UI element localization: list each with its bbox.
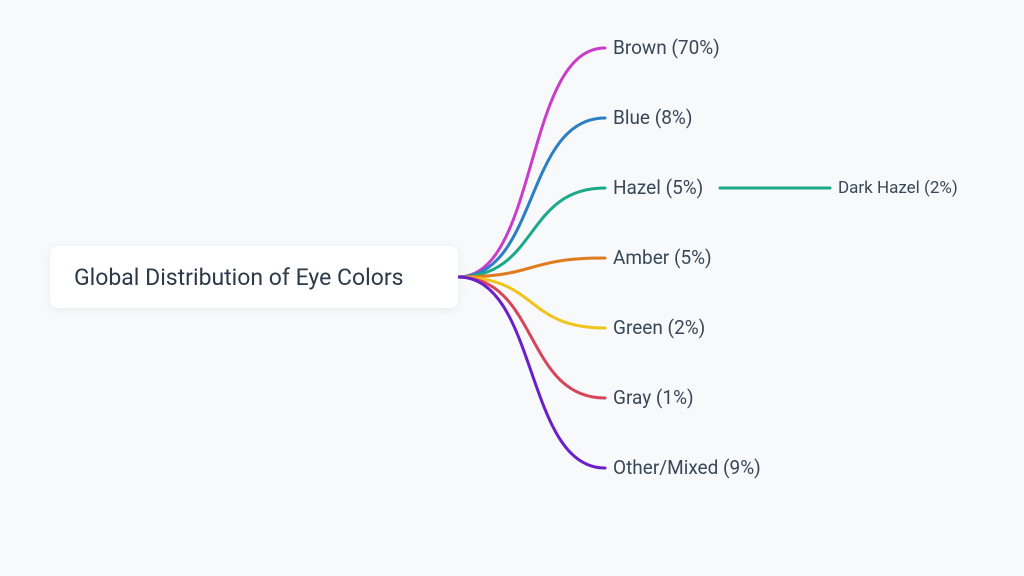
branch-edge [458,118,605,277]
branch-edge [458,188,605,277]
branch-label: Blue (8%) [613,106,692,129]
branch-edge [458,48,605,277]
branch-label: Other/Mixed (9%) [613,456,761,479]
branch-edge [458,258,605,277]
branch-edge [458,277,605,398]
root-node: Global Distribution of Eye Colors [50,246,458,308]
branch-label: Green (2%) [613,316,705,339]
branch-edge [458,277,605,468]
branch-label: Gray (1%) [613,386,694,409]
branch-label: Hazel (5%) [613,176,703,199]
branch-label: Brown (70%) [613,36,720,59]
branch-label: Amber (5%) [613,246,712,269]
sub-branch-label: Dark Hazel (2%) [838,178,958,198]
branch-edge [458,277,605,328]
